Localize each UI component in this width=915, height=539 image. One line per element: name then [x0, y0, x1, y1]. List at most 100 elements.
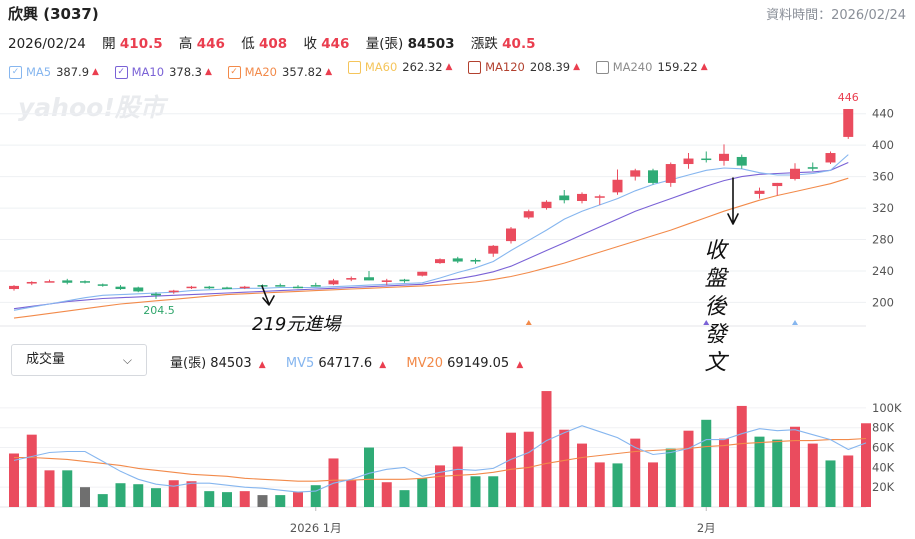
candle: [168, 289, 179, 294]
candle-body: [133, 287, 144, 292]
event-marker-icon: [703, 320, 710, 325]
candle-body: [381, 280, 392, 282]
data-time-label: 資料時間：2026/02/24: [766, 8, 906, 23]
ma-toggle-ma10[interactable]: ✓ MA10 378.3 ▲: [114, 65, 212, 79]
event-marker-icon: [792, 320, 798, 325]
volume-bar: [807, 443, 818, 507]
indicator-select[interactable]: 成交量 ⌵: [11, 344, 147, 376]
volume-bar: [825, 460, 836, 507]
ma-toggle-ma240[interactable]: MA240 159.22 ▲: [595, 60, 708, 74]
candle-body: [275, 285, 286, 287]
candle: [452, 256, 463, 264]
up-triangle-icon: ▲: [92, 67, 99, 77]
price-axis-tick: 200: [872, 295, 894, 309]
up-triangle-icon: ▲: [205, 67, 212, 77]
candle-body: [577, 193, 587, 201]
ma-toggle-ma20[interactable]: ✓ MA20 357.82 ▲: [227, 65, 332, 79]
volume-bar: [417, 478, 428, 507]
candle-body: [807, 167, 818, 169]
candle: [26, 281, 37, 286]
volume-bar: [719, 438, 729, 507]
volume-axis-tick: 100K: [872, 401, 902, 415]
volume-bar: [151, 488, 161, 507]
volume-bar: [257, 495, 268, 507]
candle: [612, 169, 623, 195]
entry-note: 219元進場: [252, 314, 342, 335]
candle-body: [825, 153, 836, 163]
checkbox-empty-icon[interactable]: [468, 60, 482, 74]
candle: [825, 151, 836, 165]
entry-arrow: [261, 285, 275, 306]
ma240-name: MA240: [612, 60, 653, 74]
candle: [364, 270, 374, 281]
checkbox-empty-icon[interactable]: [347, 60, 361, 74]
quote-date: 2026/02/24: [8, 36, 86, 52]
candle: [807, 162, 818, 172]
candle: [736, 154, 747, 169]
ma-toggle-ma60[interactable]: MA60 262.32 ▲: [347, 60, 452, 74]
candle-body: [790, 168, 800, 179]
volume-bar: [541, 391, 552, 507]
ma-toggle-ma120[interactable]: MA120 208.39 ▲: [468, 60, 580, 74]
candle: [346, 276, 357, 282]
candle-body: [452, 258, 463, 262]
volume-bar: [452, 446, 463, 507]
candle: [275, 283, 286, 287]
candle: [222, 286, 232, 290]
price-axis-tick: 240: [872, 264, 894, 278]
candle-body: [151, 293, 161, 296]
volume-axis-tick: 20K: [872, 480, 895, 494]
candle-body: [115, 286, 126, 290]
candle: [186, 285, 197, 290]
ma60-name: MA60: [364, 60, 398, 74]
stock-title: 欣興 (3037): [8, 5, 99, 23]
mv5-line: [13, 425, 867, 493]
price-axis-tick: 360: [872, 170, 894, 184]
volume-bar: [26, 434, 37, 507]
checkbox-empty-icon[interactable]: [595, 60, 609, 74]
candle-body: [186, 286, 197, 289]
candle-body: [559, 195, 570, 201]
volume-bar: [275, 495, 286, 507]
post-note: 收盤後發文: [701, 238, 727, 378]
candle: [44, 279, 55, 283]
volume-axis-tick: 60K: [872, 441, 895, 455]
candle-body: [417, 271, 428, 276]
checkbox-icon[interactable]: ✓: [9, 65, 22, 79]
volume-bar: [44, 470, 55, 507]
ma-toggle-ma5[interactable]: ✓ MA5 387.9 ▲: [9, 65, 99, 79]
candle-body: [488, 245, 499, 254]
volume-bar: [364, 447, 374, 507]
candle: [559, 189, 570, 204]
candle-body: [665, 164, 676, 183]
yahoo-watermark: yahoo!股市: [18, 93, 169, 122]
volume-bar: [186, 481, 197, 507]
candle: [470, 258, 481, 264]
candle-body: [772, 182, 783, 187]
candle: [133, 286, 144, 293]
up-triangle-icon: ▲: [573, 62, 581, 72]
checkbox-icon[interactable]: ✓: [227, 65, 241, 79]
candle-body: [62, 280, 73, 283]
candle: [506, 226, 516, 244]
volume-bar: [523, 431, 534, 507]
ma10-line: [13, 161, 849, 310]
volume-bar: [577, 443, 587, 507]
volume-bar: [133, 484, 144, 507]
volume-bar: [790, 426, 800, 507]
candle-body: [9, 285, 19, 290]
candle: [665, 162, 676, 187]
candle-body: [346, 278, 357, 280]
candle: [80, 280, 90, 284]
mv20-item: MV20 69149.05 ▲: [406, 356, 524, 371]
volume-bar: [648, 462, 658, 507]
ma5-value: 387.9: [56, 65, 90, 79]
checkbox-icon[interactable]: ✓: [114, 65, 128, 79]
candle: [790, 163, 800, 181]
candle: [488, 245, 499, 257]
ma120-name: MA120: [485, 60, 525, 74]
ma10-name: MA10: [131, 65, 165, 79]
mv20-line: [14, 437, 867, 482]
candle: [399, 278, 410, 283]
